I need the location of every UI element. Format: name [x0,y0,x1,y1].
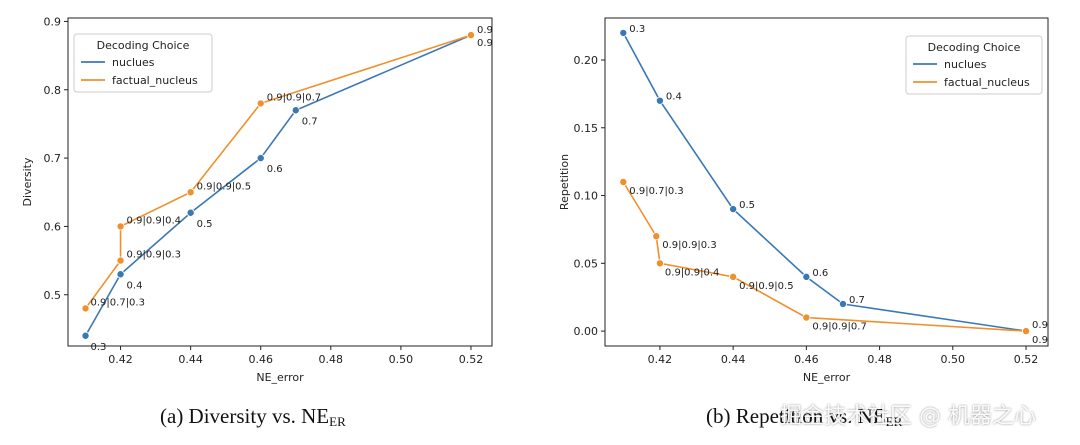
x-tick-label: 0.52 [459,353,484,366]
legend-entry-nuclues: nuclues [112,56,155,69]
y-tick-label: 0.8 [44,84,62,97]
data-label-factual_nucleus: 0.9|0.9|0.4 [665,267,719,278]
chart-repetition: 0.42 0.44 0.46 0.48 0.50 0.52 0.00 0.05 0.10 0.15… [558,17,1049,384]
data-label-nuclues: 0.5 [739,200,755,211]
data-point-nuclues [838,299,847,308]
x-tick-label: 0.46 [794,353,819,366]
data-point-nuclues [802,272,811,281]
y-tick-label: 0.15 [574,122,599,135]
caption-b-text: (b) Repetition vs. NE [706,404,886,428]
y-axis-label: Repetition [558,154,571,210]
series-line-nuclues [84,34,472,337]
plot-frame [604,17,1049,347]
y-tick-label: 0.10 [574,190,599,203]
data-point-factual_nucleus [619,177,628,186]
data-label-nuclues: 0.6 [812,268,828,279]
series-line-nuclues [622,32,1027,332]
data-label-nuclues: 0.5 [197,219,213,230]
legend-entry-factual_nucleus: factual_nucleus [944,76,1030,89]
data-label-nuclues: 0.6 [267,164,283,175]
data-point-factual_nucleus [81,304,90,313]
plot-frame [67,17,493,347]
data-label-nuclues: 0.9 [1032,320,1048,331]
y-tick-label: 0.05 [574,257,599,270]
data-label-factual_nucleus: 0.9|0.7|0.3 [91,297,145,308]
y-tick-label: 0.9 [44,15,62,28]
legend-box [73,33,213,93]
x-tick-label: 0.48 [867,353,892,366]
x-tick-label: 0.48 [319,353,344,366]
y-axis-label: Diversity [21,157,34,206]
data-point-nuclues [729,205,738,214]
caption-a-subscript: ER [329,414,346,429]
legend-entry-nuclues: nuclues [944,58,987,71]
data-point-factual_nucleus [256,99,265,108]
y-tick-label: 0.5 [44,289,62,302]
data-label-factual_nucleus: 0.9|0.9|0.3 [127,250,181,261]
data-point-factual_nucleus [802,313,811,322]
data-point-nuclues [186,208,195,217]
caption-a-text: (a) Diversity vs. NE [160,404,330,428]
data-label-nuclues: 0.7 [302,116,318,127]
y-tick-label: 0.20 [574,54,599,67]
data-point-factual_nucleus [466,31,475,40]
data-point-factual_nucleus [1022,327,1031,336]
data-point-nuclues [291,106,300,115]
x-axis-label: NE_error [256,371,304,384]
y-tick-label: 0.00 [574,325,599,338]
data-label-nuclues: 0.4 [666,92,682,103]
series-line-factual_nucleus [622,181,1027,332]
data-point-factual_nucleus [652,232,661,241]
x-tick-label: 0.44 [178,353,203,366]
x-tick-label: 0.50 [389,353,414,366]
data-label-factual_nucleus: 0.9|0.9|0.5 [739,281,793,292]
data-label-nuclues: 0.3 [629,24,645,35]
data-point-factual_nucleus [655,259,664,268]
data-label-factual_nucleus: 0.9|0.9|0.7 [267,92,321,103]
legend: Decoding Choice nuclues factual_nucleus [905,35,1043,95]
watermark: 掘金技术社区 @ 机器之心 [780,404,1036,429]
legend-title: Decoding Choice [97,39,190,52]
x-tick-label: 0.44 [721,353,746,366]
data-point-nuclues [81,331,90,340]
data-point-nuclues [256,154,265,163]
series-line-factual_nucleus [84,34,472,309]
x-tick-label: 0.52 [1014,353,1039,366]
y-tick-label: 0.7 [44,152,62,165]
x-tick-label: 0.46 [248,353,273,366]
data-point-nuclues [116,270,125,279]
x-tick-label: 0.42 [648,353,673,366]
data-label-factual_nucleus: 0.9|0.9|0.3 [662,240,716,251]
data-point-factual_nucleus [186,188,195,197]
data-label-factual_nucleus: 0.9|0.9|0.7 [812,322,866,333]
caption-a: (a) Diversity vs. NEER [160,404,346,430]
data-label-factual_nucleus: 0.9|0.7|0.3 [629,186,683,197]
data-point-factual_nucleus [116,222,125,231]
data-label-factual_nucleus: 0.9 [1032,335,1048,346]
x-axis-label: NE_error [803,371,851,384]
y-tick-label: 0.6 [44,220,62,233]
legend-entry-factual_nucleus: factual_nucleus [112,74,198,87]
data-label-factual_nucleus: 0.9 [477,38,493,49]
data-label-nuclues: 0.3 [91,342,107,353]
data-label-factual_nucleus: 0.9|0.9|0.4 [127,215,181,226]
legend-title: Decoding Choice [928,41,1021,54]
chart-diversity: 0.42 0.44 0.46 0.48 0.50 0.52 0.5 0.6 0.7 0.8 0.9 N… [21,15,493,384]
data-label-nuclues: 0.7 [849,295,865,306]
legend-box [905,35,1043,95]
data-label-nuclues: 0.9 [477,25,493,36]
data-point-factual_nucleus [116,256,125,265]
data-point-nuclues [655,96,664,105]
data-point-factual_nucleus [729,272,738,281]
caption-b-subscript: ER [885,414,903,429]
data-point-nuclues [619,28,628,37]
legend: Decoding Choice nuclues factual_nucleus [73,33,213,93]
data-label-nuclues: 0.4 [127,280,143,291]
x-tick-label: 0.50 [941,353,966,366]
x-tick-label: 0.42 [108,353,133,366]
data-label-factual_nucleus: 0.9|0.9|0.5 [197,181,251,192]
caption-b: (b) Repetition vs. NEER [706,404,902,430]
